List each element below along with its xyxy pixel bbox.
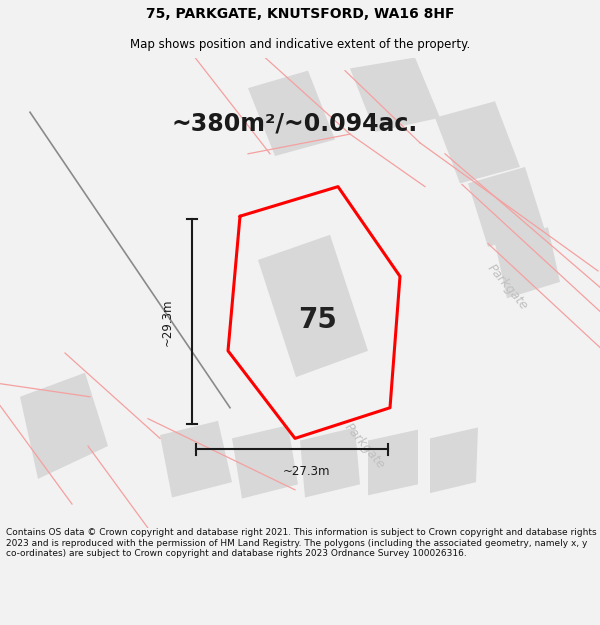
Text: ~380m²/~0.094ac.: ~380m²/~0.094ac. [172, 111, 418, 135]
Text: Contains OS data © Crown copyright and database right 2021. This information is : Contains OS data © Crown copyright and d… [6, 528, 596, 558]
Text: Parkgate: Parkgate [342, 421, 388, 471]
Text: 75: 75 [299, 306, 337, 334]
Text: ~27.3m: ~27.3m [283, 465, 331, 478]
Text: ~29.3m: ~29.3m [161, 298, 173, 346]
Text: 75, PARKGATE, KNUTSFORD, WA16 8HF: 75, PARKGATE, KNUTSFORD, WA16 8HF [146, 8, 454, 21]
Text: Map shows position and indicative extent of the property.: Map shows position and indicative extent… [130, 38, 470, 51]
Text: Parkgate: Parkgate [485, 262, 531, 313]
